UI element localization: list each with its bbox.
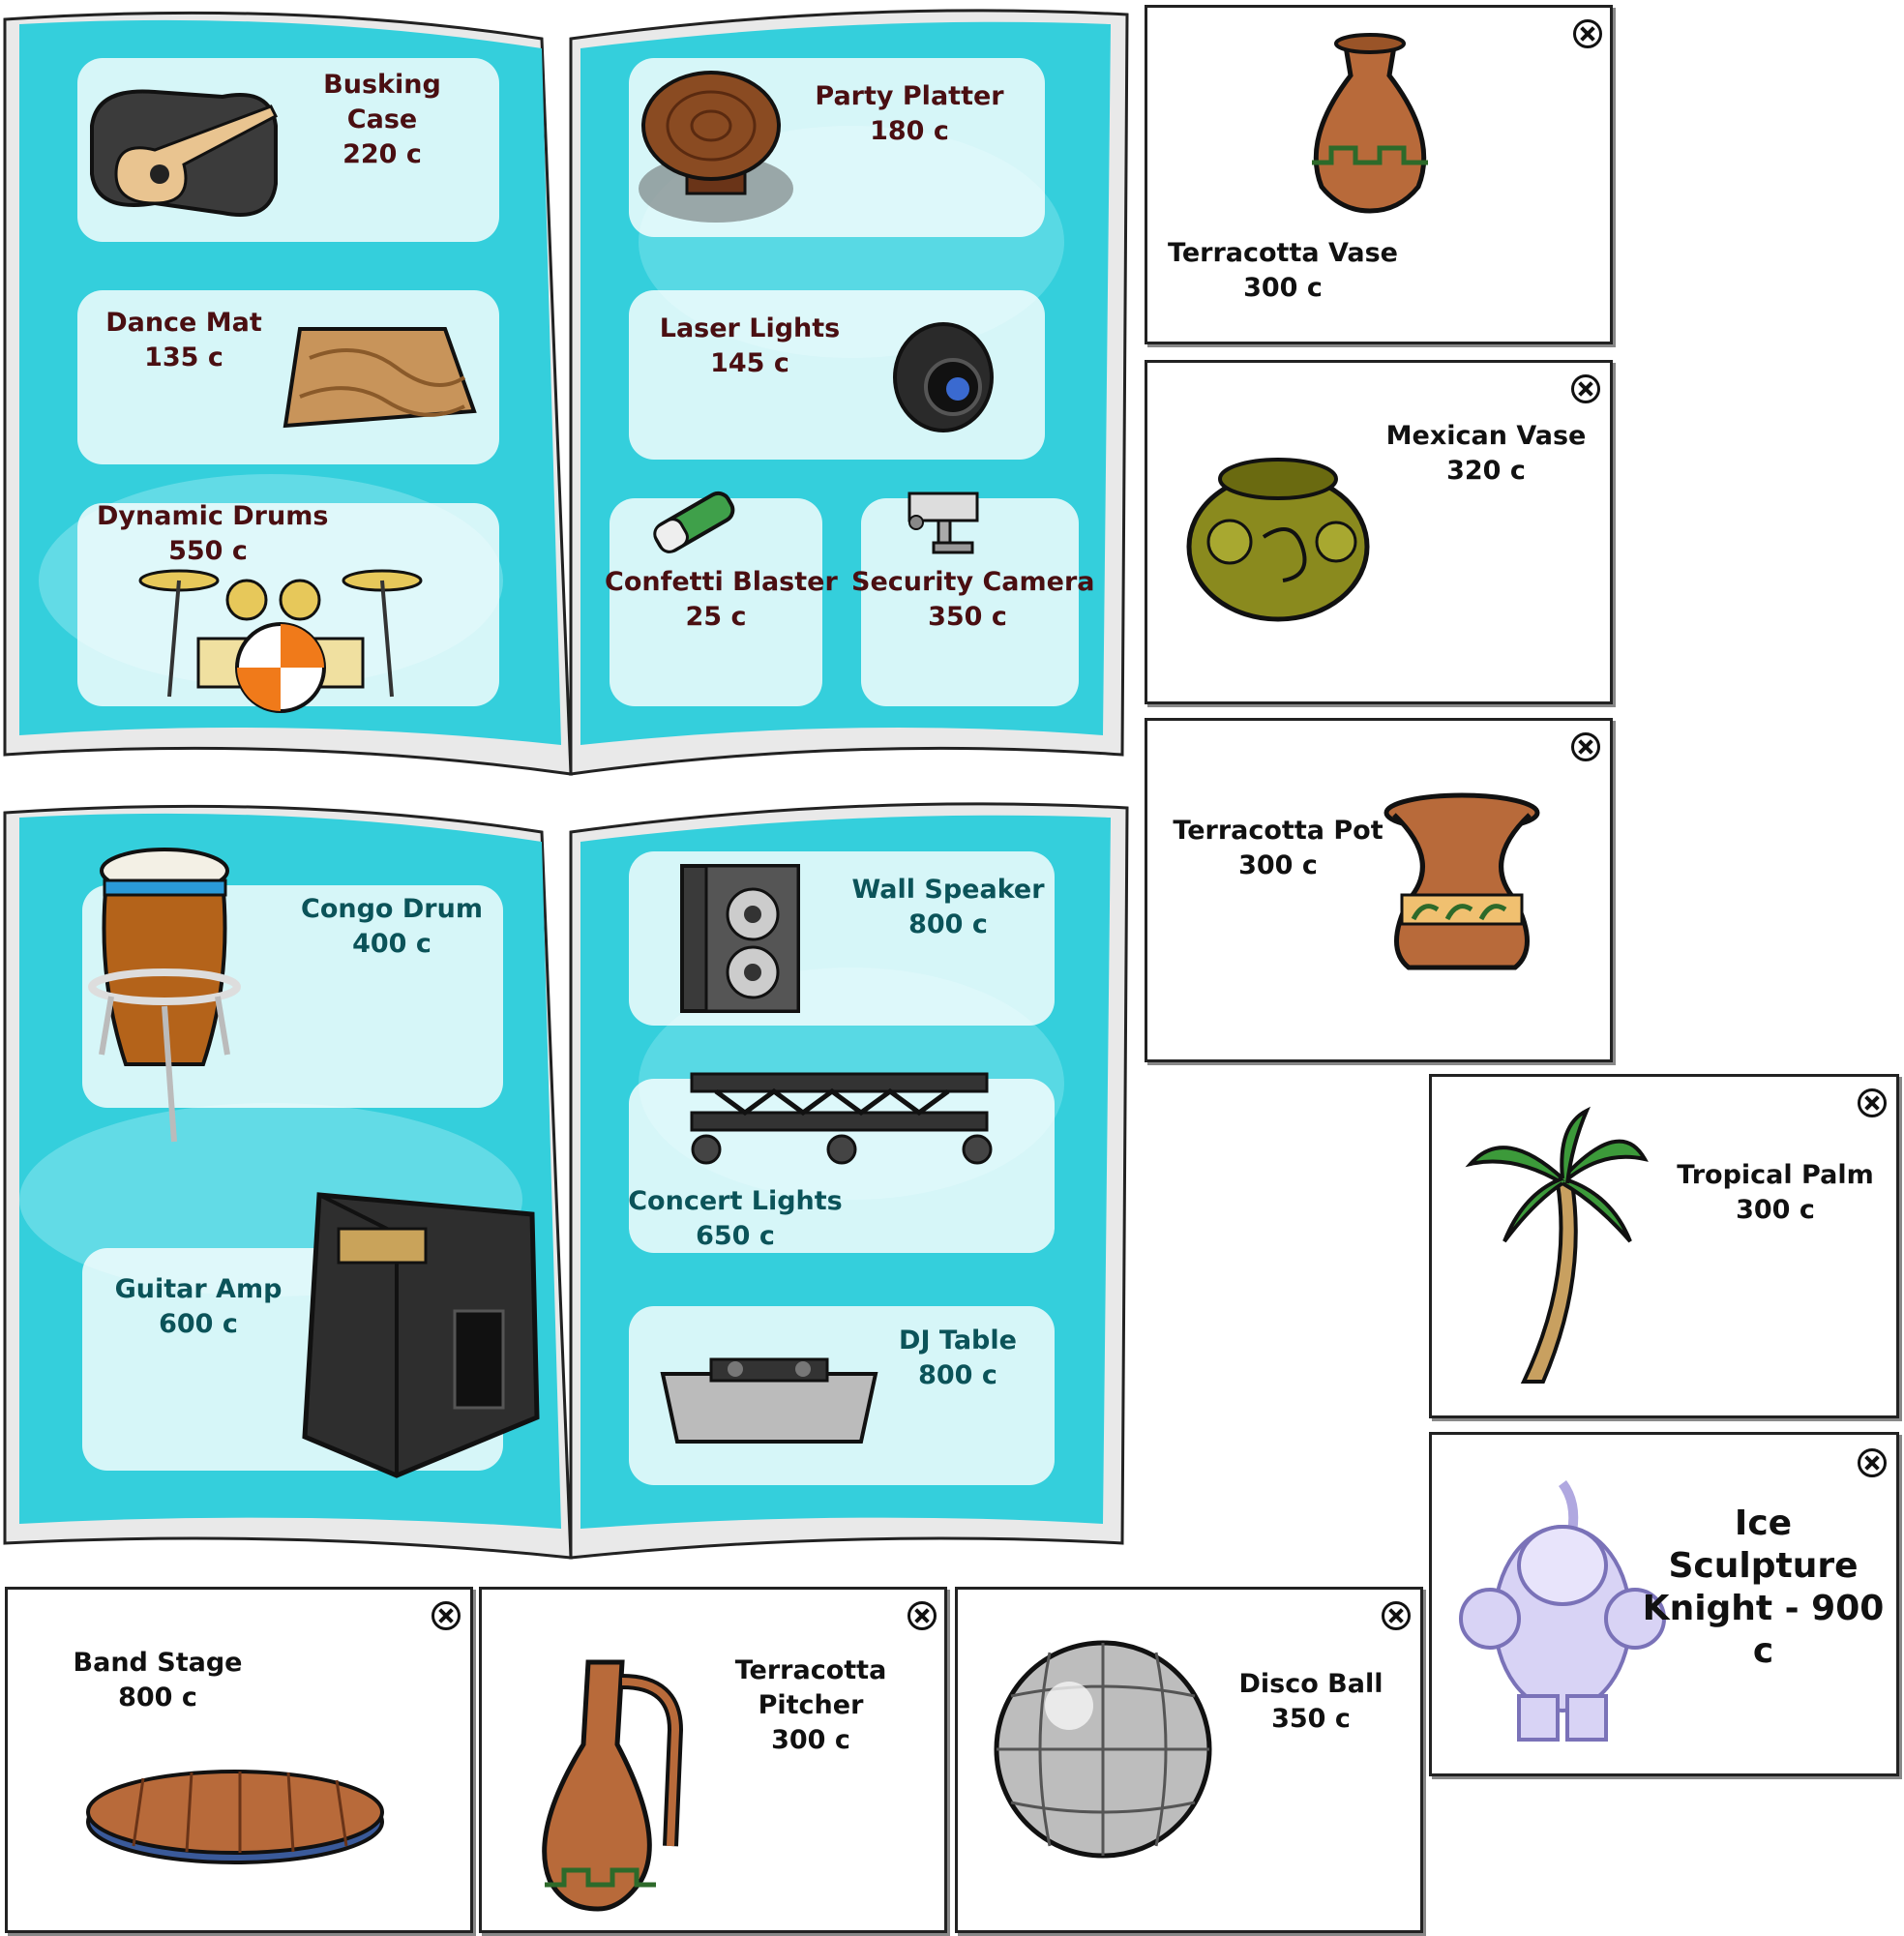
item-label-dj-table: DJ Table	[899, 1325, 1017, 1355]
item-card-disco-ball[interactable]: Disco Ball 350 c	[955, 1587, 1423, 1933]
item-panel-security-camera[interactable]	[861, 498, 1079, 706]
close-icon[interactable]	[907, 1601, 937, 1630]
item-price-laser-lights: 145 c	[710, 348, 789, 378]
item-label-terracotta-vase: Terracotta Vase	[1167, 238, 1398, 268]
close-icon[interactable]	[1571, 732, 1600, 761]
item-label-laser-lights: Laser Lights	[659, 313, 841, 343]
item-price-terracotta-vase: 300 c	[1243, 273, 1323, 303]
party-platter-icon	[639, 71, 793, 223]
item-label-terracotta-pot: Terracotta Pot	[1173, 816, 1383, 846]
item-price-disco-ball: 350 c	[1271, 1704, 1351, 1734]
item-label-confetti-blaster: Confetti Blaster	[605, 567, 838, 597]
dj-table-icon	[660, 1357, 878, 1444]
item-panel-concert-lights[interactable]	[629, 1079, 1055, 1253]
close-icon[interactable]	[1382, 1601, 1411, 1630]
close-icon[interactable]	[1858, 1448, 1887, 1477]
item-panel-confetti-blaster[interactable]	[610, 498, 822, 706]
item-label-ice-sculpture-knight: Ice Sculpture Knight - 900 c	[1642, 1504, 1885, 1671]
item-card-mexican-vase[interactable]: Mexican Vase 320 c	[1145, 360, 1613, 704]
item-price-concert-lights: 650 c	[696, 1221, 775, 1251]
close-icon[interactable]	[1858, 1088, 1887, 1117]
item-price-congo-drum: 400 c	[352, 929, 431, 959]
item-label-dance-mat: Dance Mat	[105, 308, 262, 338]
item-price-mexican-vase: 320 c	[1446, 456, 1526, 486]
item-price-confetti-blaster: 25 c	[685, 602, 747, 632]
item-price-terracotta-pitcher: 300 c	[771, 1725, 850, 1755]
item-label-terracotta-pitcher: Terracotta Pitcher	[734, 1655, 887, 1720]
item-price-terracotta-pot: 300 c	[1238, 850, 1318, 880]
close-icon[interactable]	[1571, 374, 1600, 403]
item-price-guitar-amp: 600 c	[159, 1309, 238, 1339]
mexican-vase-icon	[1186, 458, 1370, 622]
item-card-terracotta-pot[interactable]: Terracotta Pot 300 c	[1145, 718, 1613, 1062]
item-card-band-stage[interactable]: Band Stage 800 c	[5, 1587, 473, 1933]
ice-sculpture-knight-icon	[1459, 1480, 1666, 1742]
item-price-band-stage: 800 c	[118, 1683, 197, 1713]
item-price-dynamic-drums: 550 c	[168, 536, 248, 566]
tropical-palm-icon	[1465, 1106, 1649, 1384]
busking-case-icon	[90, 89, 278, 217]
item-label-party-platter: Party Platter	[815, 81, 1004, 111]
item-card-ice-sculpture-knight[interactable]: Ice Sculpture Knight - 900 c	[1429, 1432, 1899, 1776]
item-price-busking-case: 220 c	[342, 139, 422, 169]
item-price-dance-mat: 135 c	[144, 343, 223, 372]
terracotta-pot-icon	[1383, 792, 1540, 970]
item-label-busking-case: Busking Case	[323, 70, 441, 134]
item-card-terracotta-vase[interactable]: Terracotta Vase 300 c	[1145, 5, 1613, 344]
item-card-terracotta-pitcher[interactable]: Terracotta Pitcher 300 c	[479, 1587, 947, 1933]
confetti-blaster-icon	[653, 491, 735, 553]
item-price-wall-speaker: 800 c	[908, 909, 988, 939]
close-icon[interactable]	[431, 1601, 461, 1630]
terracotta-vase-icon	[1312, 33, 1428, 214]
item-label-congo-drum: Congo Drum	[301, 894, 483, 924]
item-label-security-camera: Security Camera	[851, 567, 1095, 597]
item-label-dynamic-drums: Dynamic Drums	[97, 501, 329, 531]
laser-lights-icon	[893, 322, 994, 432]
item-label-mexican-vase: Mexican Vase	[1385, 421, 1587, 451]
item-label-band-stage: Band Stage	[73, 1648, 243, 1678]
item-label-guitar-amp: Guitar Amp	[114, 1274, 283, 1304]
guitar-amp-icon	[302, 1192, 540, 1478]
band-stage-icon	[86, 1770, 384, 1864]
item-price-tropical-palm: 300 c	[1736, 1195, 1815, 1225]
item-price-dj-table: 800 c	[918, 1360, 997, 1390]
concert-lights-icon	[690, 1072, 993, 1165]
wall-speaker-icon	[680, 864, 800, 1013]
item-price-security-camera: 350 c	[928, 602, 1007, 632]
dance-mat-icon	[283, 327, 477, 429]
terracotta-pitcher-icon	[542, 1659, 684, 1912]
catalog-book-1: Busking Case 220 c Dance Mat 135 c Dynam…	[0, 0, 1132, 776]
dynamic-drums-icon	[138, 569, 423, 713]
item-label-disco-ball: Disco Ball	[1238, 1669, 1383, 1699]
close-icon[interactable]	[1573, 19, 1602, 48]
item-label-wall-speaker: Wall Speaker	[851, 875, 1045, 905]
catalog-book-2: Congo Drum 400 c Guitar Amp 600 c Wall S…	[0, 793, 1132, 1567]
congo-drum-icon	[88, 848, 241, 1143]
item-label-tropical-palm: Tropical Palm	[1677, 1160, 1874, 1190]
item-price-party-platter: 180 c	[870, 116, 949, 146]
item-card-tropical-palm[interactable]: Tropical Palm 300 c	[1429, 1074, 1899, 1418]
disco-ball-icon	[994, 1640, 1212, 1859]
item-label-concert-lights: Concert Lights	[628, 1186, 843, 1216]
security-camera-icon	[907, 491, 979, 554]
